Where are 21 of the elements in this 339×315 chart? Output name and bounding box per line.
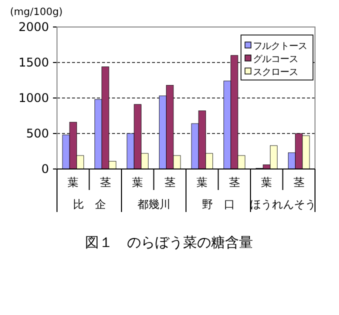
x-tick-label: 茎 <box>228 176 240 189</box>
x-tick-label: 茎 <box>100 176 111 189</box>
y-axis-title: (mg/100g) <box>10 7 63 18</box>
legend-label: グルコース <box>253 54 298 65</box>
y-tick-label: 0 <box>41 162 49 176</box>
x-tick-label: 葉 <box>261 176 272 189</box>
x-tick-label: 葉 <box>132 176 144 189</box>
y-tick-label: 1000 <box>18 91 49 105</box>
text: 都幾川 <box>137 198 170 211</box>
y-tick-label: 1500 <box>18 56 49 70</box>
text: 比 企 <box>72 198 106 211</box>
text: 野 口 <box>202 198 235 211</box>
y-tick-label: 500 <box>26 126 49 140</box>
x-tick-label: 葉 <box>68 176 79 189</box>
y-tick-label: 2000 <box>18 20 49 34</box>
x-tick-label: 葉 <box>196 176 208 189</box>
x-tick-label: 茎 <box>164 176 176 189</box>
text: 図１ のらぼう菜の糖含量 <box>85 235 253 251</box>
legend-label: スクロース <box>253 67 298 78</box>
legend-label: フルクトース <box>253 41 307 52</box>
x-tick-label: 茎 <box>293 176 304 189</box>
